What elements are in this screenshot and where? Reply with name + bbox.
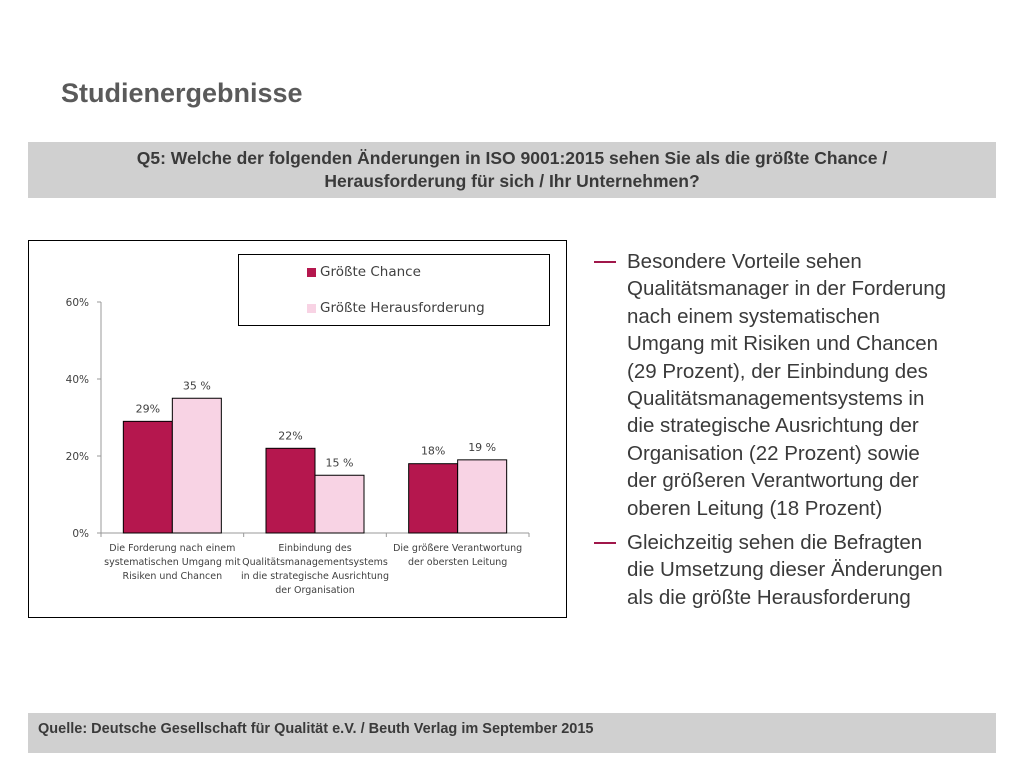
bar-value-label: 22% bbox=[278, 429, 302, 442]
bar bbox=[408, 463, 459, 534]
bar-value-label: 15 % bbox=[326, 456, 354, 469]
category-label: systematischen Umgang mit bbox=[104, 557, 241, 568]
bullet-1-line-10: oberen Leitung (18 Prozent) bbox=[627, 496, 883, 520]
bar-chart: 0% 20% 40% 60% 29% 35 % Die Forderung nach ein… bbox=[28, 240, 567, 618]
y-tick-label: 40% bbox=[66, 374, 89, 386]
bar-value-label: 35 % bbox=[183, 379, 211, 392]
category-label: der Organisation bbox=[275, 585, 355, 596]
bullet-2-line-1: Gleichzeitig sehen die Befragten bbox=[627, 531, 923, 555]
category-label: in die strategische Ausrichtung bbox=[241, 571, 389, 582]
source-text: Quelle: Deutsche Gesellschaft für Qualit… bbox=[38, 721, 594, 737]
bullet-1-line-9: der größeren Verantwortung der bbox=[627, 469, 919, 493]
chart-legend: Größte Chance Größte Herausforderung bbox=[238, 254, 550, 326]
bullet-dash bbox=[594, 542, 616, 544]
question-banner: Q5: Welche der folgenden Änderungen in I… bbox=[28, 142, 996, 198]
legend-item-challenge: Größte Herausforderung bbox=[307, 300, 485, 316]
category-label: Die größere Verantwortung bbox=[393, 543, 522, 554]
slide-title: Studienergebnisse bbox=[61, 78, 303, 108]
y-tick-label: 60% bbox=[66, 297, 89, 309]
legend-swatch-challenge bbox=[307, 303, 316, 313]
bar bbox=[457, 459, 508, 534]
bar-value-label: 29% bbox=[136, 402, 160, 415]
bullet-list: Besondere Vorteile sehen Qualitätsmanage… bbox=[594, 248, 1004, 618]
bullet-1-line-4: Umgang mit Risiken und Chancen bbox=[627, 332, 939, 356]
bullet-1-line-5: (29 Prozent), der Einbindung des bbox=[627, 359, 928, 383]
legend-item-chance: Größte Chance bbox=[307, 264, 421, 280]
category-label: Einbindung des bbox=[278, 543, 351, 554]
bar-value-label: 19 % bbox=[468, 441, 496, 454]
bullet-1-line-1: Besondere Vorteile sehen bbox=[627, 250, 862, 273]
bar bbox=[314, 474, 365, 534]
y-tick-label: 20% bbox=[66, 451, 89, 463]
bullet-1-line-3: nach einem systematischen bbox=[627, 304, 880, 328]
question-text: Q5: Welche der folgenden Änderungen in I… bbox=[137, 147, 887, 193]
bar bbox=[122, 420, 173, 534]
question-line-2: Herausforderung für sich / Ihr Unternehm… bbox=[324, 171, 700, 191]
source-footer: Quelle: Deutsche Gesellschaft für Qualit… bbox=[28, 713, 996, 753]
question-line-1: Q5: Welche der folgenden Änderungen in I… bbox=[136, 148, 888, 168]
bullet-2-line-2: die Umsetzung dieser Änderungen bbox=[627, 558, 943, 582]
bullet-item: Besondere Vorteile sehen Qualitätsmanage… bbox=[594, 248, 1004, 522]
y-tick-label: 0% bbox=[72, 528, 89, 540]
category-label: der obersten Leitung bbox=[408, 557, 507, 568]
category-label: Qualitätsmanagementsystems bbox=[242, 557, 388, 568]
bullet-item: Gleichzeitig sehen die Befragten die Ums… bbox=[594, 529, 1004, 611]
legend-swatch-chance bbox=[307, 267, 316, 277]
bar bbox=[265, 447, 316, 534]
bullet-1-line-2: Qualitätsmanager in der Forderung bbox=[627, 277, 947, 301]
bullet-text: Gleichzeitig sehen die Befragten die Ums… bbox=[627, 529, 1004, 611]
category-label: Die Forderung nach einem bbox=[109, 543, 235, 554]
bullet-1-line-6: Qualitätsmanagementsystems in bbox=[627, 387, 925, 411]
legend-label-challenge: Größte Herausforderung bbox=[320, 300, 485, 316]
bullet-2-line-3: als die größte Herausforderung bbox=[627, 585, 911, 609]
bullet-1-line-8: Organisation (22 Prozent) sowie bbox=[627, 441, 920, 465]
bar bbox=[171, 397, 222, 534]
bar-value-label: 18% bbox=[421, 445, 445, 458]
bullet-dash bbox=[594, 261, 616, 263]
category-label: Risiken und Chancen bbox=[123, 571, 223, 582]
chart-canvas: 0% 20% 40% 60% 29% 35 % Die Forderung nach ein… bbox=[66, 297, 530, 596]
bullet-text: Besondere Vorteile sehen Qualitätsmanage… bbox=[627, 248, 1004, 522]
legend-label-chance: Größte Chance bbox=[320, 264, 421, 280]
bullet-1-line-7: die strategische Ausrichtung der bbox=[627, 414, 919, 438]
